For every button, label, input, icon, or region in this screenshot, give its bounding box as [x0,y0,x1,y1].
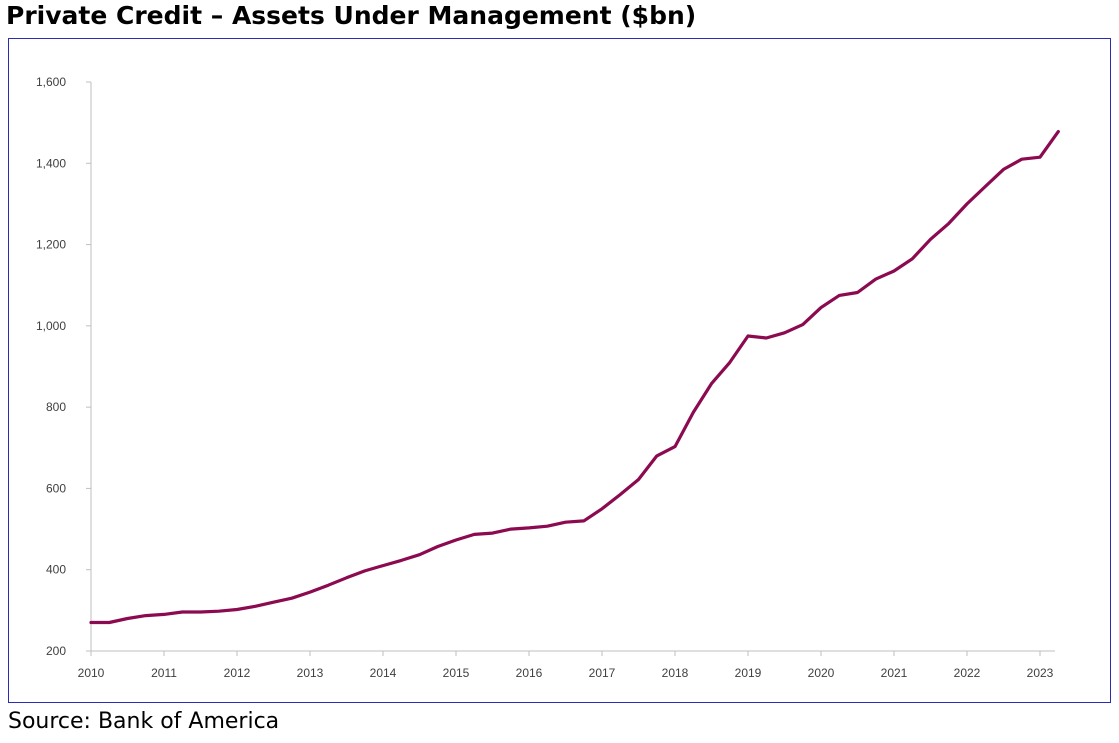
x-tick-label: 2020 [808,666,835,680]
chart-frame: 200 400 600 800 1,000 1,200 1,400 1,600 2010 201… [8,38,1111,703]
x-tick-label: 2015 [443,666,470,680]
x-tick-label: 2021 [881,666,908,680]
x-axis-tick-labels: 2010 2011 2012 2013 2014 2015 2016 2017 2018 2019… [78,666,1054,680]
x-tick-label: 2010 [78,666,105,680]
x-tick-label: 2017 [589,666,616,680]
series-layer [89,129,1060,625]
x-tick-label: 2019 [735,666,762,680]
y-tick-label: 400 [46,563,66,577]
x-tick-label: 2012 [224,666,251,680]
y-tick-label: 1,200 [36,238,66,252]
page-title: Private Credit – Assets Under Management… [6,1,697,30]
y-tick-label: 800 [46,400,66,414]
x-tick-label: 2022 [954,666,981,680]
axes [86,81,1055,656]
y-tick-label: 600 [46,481,66,495]
y-axis-tick-labels: 200 400 600 800 1,000 1,200 1,400 1,600 [36,75,66,658]
y-tick-label: 1,600 [36,75,66,89]
y-tick-label: 200 [46,644,66,658]
x-tick-label: 2013 [297,666,324,680]
series-line-0 [89,129,1060,625]
x-tick-label: 2023 [1027,666,1054,680]
x-tick-label: 2014 [370,666,397,680]
x-tick-label: 2016 [516,666,543,680]
x-tick-label: 2018 [662,666,689,680]
y-tick-label: 1,400 [36,156,66,170]
source-note: Source: Bank of America [8,709,280,734]
y-tick-label: 1,000 [36,319,66,333]
x-tick-label: 2011 [151,666,177,680]
